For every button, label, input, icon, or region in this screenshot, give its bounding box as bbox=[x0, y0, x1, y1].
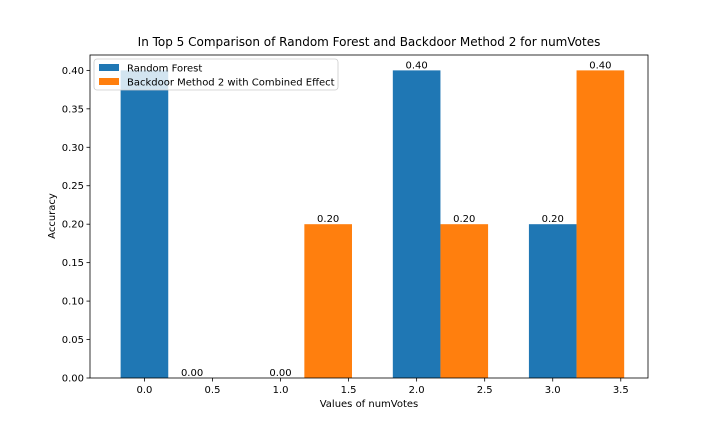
data-label-series-1-1: 0.00 bbox=[269, 368, 291, 379]
data-label-series-1-2: 0.40 bbox=[406, 60, 428, 71]
legend-frame bbox=[93, 58, 339, 91]
legend-swatch-2 bbox=[99, 78, 119, 85]
x-tick-label: 1.5 bbox=[341, 385, 357, 396]
bar-series-1-0 bbox=[120, 70, 169, 378]
x-axis-label: Values of numVotes bbox=[320, 399, 419, 410]
y-tick-label: 0.40 bbox=[62, 66, 84, 77]
legend: Random Forest Backdoor Method 2 with Comb… bbox=[93, 58, 339, 91]
chart-title: In Top 5 Comparison of Random Forest and… bbox=[138, 35, 601, 49]
bar-series-2-1 bbox=[304, 224, 352, 378]
data-label-series-2-3: 0.40 bbox=[589, 60, 611, 71]
bar-series-2-2 bbox=[440, 224, 489, 378]
x-tick-label: 2.0 bbox=[409, 385, 425, 396]
x-tick-label: 1.0 bbox=[273, 385, 289, 396]
data-label-series-2-2: 0.20 bbox=[453, 214, 475, 225]
x-tick-label: 0.5 bbox=[205, 385, 221, 396]
bar-series-1-3 bbox=[528, 224, 577, 378]
x-tick-label: 2.5 bbox=[477, 385, 493, 396]
y-tick-label: 0.15 bbox=[62, 258, 84, 269]
x-tick-label: 3.5 bbox=[613, 385, 629, 396]
legend-label-2: Backdoor Method 2 with Combined Effect bbox=[127, 78, 335, 89]
data-label-series-1-3: 0.20 bbox=[542, 214, 564, 225]
bar-series-2-3 bbox=[576, 70, 625, 378]
x-tick-label: 3.0 bbox=[545, 385, 561, 396]
axes-frame bbox=[89, 54, 649, 379]
legend-swatch-1 bbox=[99, 64, 119, 71]
y-tick-label: 0.35 bbox=[62, 104, 84, 115]
y-axis-label: Accuracy bbox=[47, 193, 58, 239]
y-tick-label: 0.20 bbox=[62, 220, 84, 231]
y-tick-label: 0.10 bbox=[62, 297, 84, 308]
bar-series-1-2 bbox=[392, 70, 441, 378]
legend-label-1: Random Forest bbox=[127, 64, 202, 75]
y-tick-label: 0.30 bbox=[62, 143, 84, 154]
y-tick-label: 0.00 bbox=[62, 374, 84, 385]
plot-area: 0.00 0.40 0.20 0.00 0.20 0.20 0.40 0.0 0.5 1.0 1.5… bbox=[62, 54, 649, 396]
data-label-series-2-1: 0.20 bbox=[317, 214, 339, 225]
y-tick-label: 0.25 bbox=[62, 181, 84, 192]
y-tick-label: 0.05 bbox=[62, 335, 84, 346]
data-label-series-2-0: 0.00 bbox=[181, 368, 203, 379]
x-tick-label: 0.0 bbox=[136, 385, 152, 396]
